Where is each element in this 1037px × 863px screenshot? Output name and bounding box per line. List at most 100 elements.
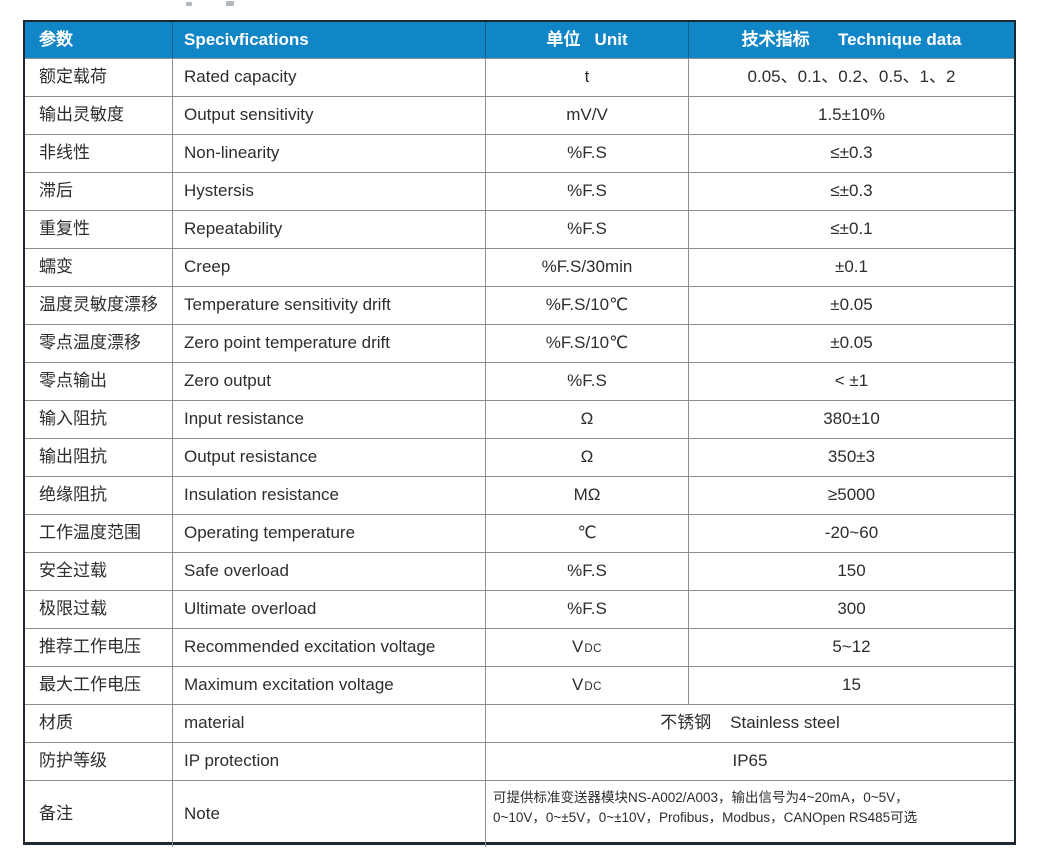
param-cell: 输出灵敏度 xyxy=(39,105,124,125)
param-cell: 极限过载 xyxy=(39,599,107,619)
value-cell: 5~12 xyxy=(688,629,1014,666)
spec-cell: Creep xyxy=(172,249,485,286)
spec-cell: Temperature sensitivity drift xyxy=(172,287,485,324)
param-cell: 蠕变 xyxy=(39,257,73,277)
table-row: 输入阻抗 Input resistance Ω 380±10 xyxy=(25,400,1014,438)
value-cell: 350±3 xyxy=(688,439,1014,476)
value-cell: ≥5000 xyxy=(688,477,1014,514)
value-cell: ≤±0.3 xyxy=(688,173,1014,210)
merged-value-cell: 可提供标准变送器模块NS-A002/A003，输出信号为4~20mA，0~5V，… xyxy=(485,781,1014,847)
table-row: 工作温度范围 Operating temperature ℃ -20~60 xyxy=(25,514,1014,552)
spec-cell: Safe overload xyxy=(172,553,485,590)
table-body: 额定载荷 Rated capacity t 0.05、0.1、0.2、0.5、1、2 输… xyxy=(25,58,1014,847)
value-cell: -20~60 xyxy=(688,515,1014,552)
unit-subscript: DC xyxy=(584,680,602,693)
param-cell: 材质 xyxy=(39,713,73,733)
unit-cell: mV/V xyxy=(485,97,688,134)
unit-cell: ℃ xyxy=(485,515,688,552)
unit-cell: %F.S xyxy=(485,591,688,628)
param-cell: 绝缘阻抗 xyxy=(39,485,107,505)
unit-cell: %F.S xyxy=(485,135,688,172)
spec-cell: material xyxy=(172,705,485,742)
param-cell: 输出阻抗 xyxy=(39,447,107,467)
param-cell: 工作温度范围 xyxy=(39,523,141,543)
table-row: 蠕变 Creep %F.S/30min ±0.1 xyxy=(25,248,1014,286)
spec-cell: Repeatability xyxy=(172,211,485,248)
table-header-row: 参数 Specivfications 单位 Unit 技术指标 Techniqu… xyxy=(25,22,1014,58)
value-cell: 300 xyxy=(688,591,1014,628)
table-row: 推荐工作电压 Recommended excitation voltage V DC 5… xyxy=(25,628,1014,666)
unit-cell: Ω xyxy=(485,401,688,438)
param-cell: 零点输出 xyxy=(39,371,107,391)
table-row: 绝缘阻抗 Insulation resistance MΩ ≥5000 xyxy=(25,476,1014,514)
header-cell-unit: 单位 Unit xyxy=(485,22,688,58)
table-row: 重复性 Repeatability %F.S ≤±0.1 xyxy=(25,210,1014,248)
value-cell: 15 xyxy=(688,667,1014,704)
cropped-text-remnant xyxy=(226,1,234,6)
param-cell: 推荐工作电压 xyxy=(39,637,141,657)
table-row: 非线性 Non-linearity %F.S ≤±0.3 xyxy=(25,134,1014,172)
value-cell: ≤±0.1 xyxy=(688,211,1014,248)
spec-cell: Output sensitivity xyxy=(172,97,485,134)
param-cell: 输入阻抗 xyxy=(39,409,107,429)
unit-cell: Ω xyxy=(485,439,688,476)
param-cell: 备注 xyxy=(39,803,73,823)
header-cell-parameter: 参数 xyxy=(25,22,172,58)
spec-cell: Hystersis xyxy=(172,173,485,210)
value-cell: < ±1 xyxy=(688,363,1014,400)
table-row: 零点输出 Zero output %F.S < ±1 xyxy=(25,362,1014,400)
spec-cell: Output resistance xyxy=(172,439,485,476)
cropped-text-remnant xyxy=(186,2,192,6)
value-cell: ±0.05 xyxy=(688,287,1014,324)
merged-value-cell: IP65 xyxy=(485,743,1014,780)
unit-cell: %F.S xyxy=(485,173,688,210)
param-cell: 额定载荷 xyxy=(39,67,107,87)
table-row: 额定载荷 Rated capacity t 0.05、0.1、0.2、0.5、1、2 xyxy=(25,58,1014,96)
spec-cell: Input resistance xyxy=(172,401,485,438)
unit-subscript: DC xyxy=(584,642,602,655)
spec-cell: Maximum excitation voltage xyxy=(172,667,485,704)
table-row: 滞后 Hystersis %F.S ≤±0.3 xyxy=(25,172,1014,210)
param-cell: 温度灵敏度漂移 xyxy=(39,295,158,315)
value-cell: 0.05、0.1、0.2、0.5、1、2 xyxy=(688,59,1014,96)
spec-cell: Note xyxy=(172,781,485,847)
value-cell: ±0.1 xyxy=(688,249,1014,286)
table-row: 零点温度漂移 Zero point temperature drift %F.S/1… xyxy=(25,324,1014,362)
unit-cell: V DC xyxy=(485,629,688,666)
table-row: 温度灵敏度漂移 Temperature sensitivity drift %F.S… xyxy=(25,286,1014,324)
value-cell: 1.5±10% xyxy=(688,97,1014,134)
spec-cell: Insulation resistance xyxy=(172,477,485,514)
table-row: 最大工作电压 Maximum excitation voltage V DC 15 xyxy=(25,666,1014,704)
table-row: 防护等级 IP protection IP65 xyxy=(25,742,1014,780)
specifications-table: 参数 Specivfications 单位 Unit 技术指标 Techniqu… xyxy=(23,20,1016,847)
unit-cell: %F.S/10℃ xyxy=(485,287,688,324)
header-cell-specifications: Specivfications xyxy=(172,22,485,58)
table-row: 备注 Note 可提供标准变送器模块NS-A002/A003，输出信号为4~20mA… xyxy=(25,780,1014,847)
unit-cell: %F.S/10℃ xyxy=(485,325,688,362)
param-cell: 零点温度漂移 xyxy=(39,333,141,353)
spec-cell: Ultimate overload xyxy=(172,591,485,628)
merged-value-cell: 不锈钢 Stainless steel xyxy=(485,705,1014,742)
table-row: 输出灵敏度 Output sensitivity mV/V 1.5±10% xyxy=(25,96,1014,134)
value-cell: ≤±0.3 xyxy=(688,135,1014,172)
unit-cell: MΩ xyxy=(485,477,688,514)
unit-cell: V DC xyxy=(485,667,688,704)
unit-cell: %F.S xyxy=(485,211,688,248)
param-cell: 重复性 xyxy=(39,219,90,239)
header-cell-technique-data: 技术指标 Technique data xyxy=(688,22,1014,58)
unit-cell: %F.S xyxy=(485,363,688,400)
value-cell: 150 xyxy=(688,553,1014,590)
spec-cell: Non-linearity xyxy=(172,135,485,172)
param-cell: 非线性 xyxy=(39,143,90,163)
param-cell: 防护等级 xyxy=(39,751,107,771)
table-row: 极限过载 Ultimate overload %F.S 300 xyxy=(25,590,1014,628)
param-cell: 安全过载 xyxy=(39,561,107,581)
spec-cell: Rated capacity xyxy=(172,59,485,96)
unit-cell: %F.S xyxy=(485,553,688,590)
table-row: 输出阻抗 Output resistance Ω 350±3 xyxy=(25,438,1014,476)
spec-cell: Recommended excitation voltage xyxy=(172,629,485,666)
unit-cell: t xyxy=(485,59,688,96)
param-cell: 最大工作电压 xyxy=(39,675,141,695)
spec-cell: Zero point temperature drift xyxy=(172,325,485,362)
value-cell: ±0.05 xyxy=(688,325,1014,362)
